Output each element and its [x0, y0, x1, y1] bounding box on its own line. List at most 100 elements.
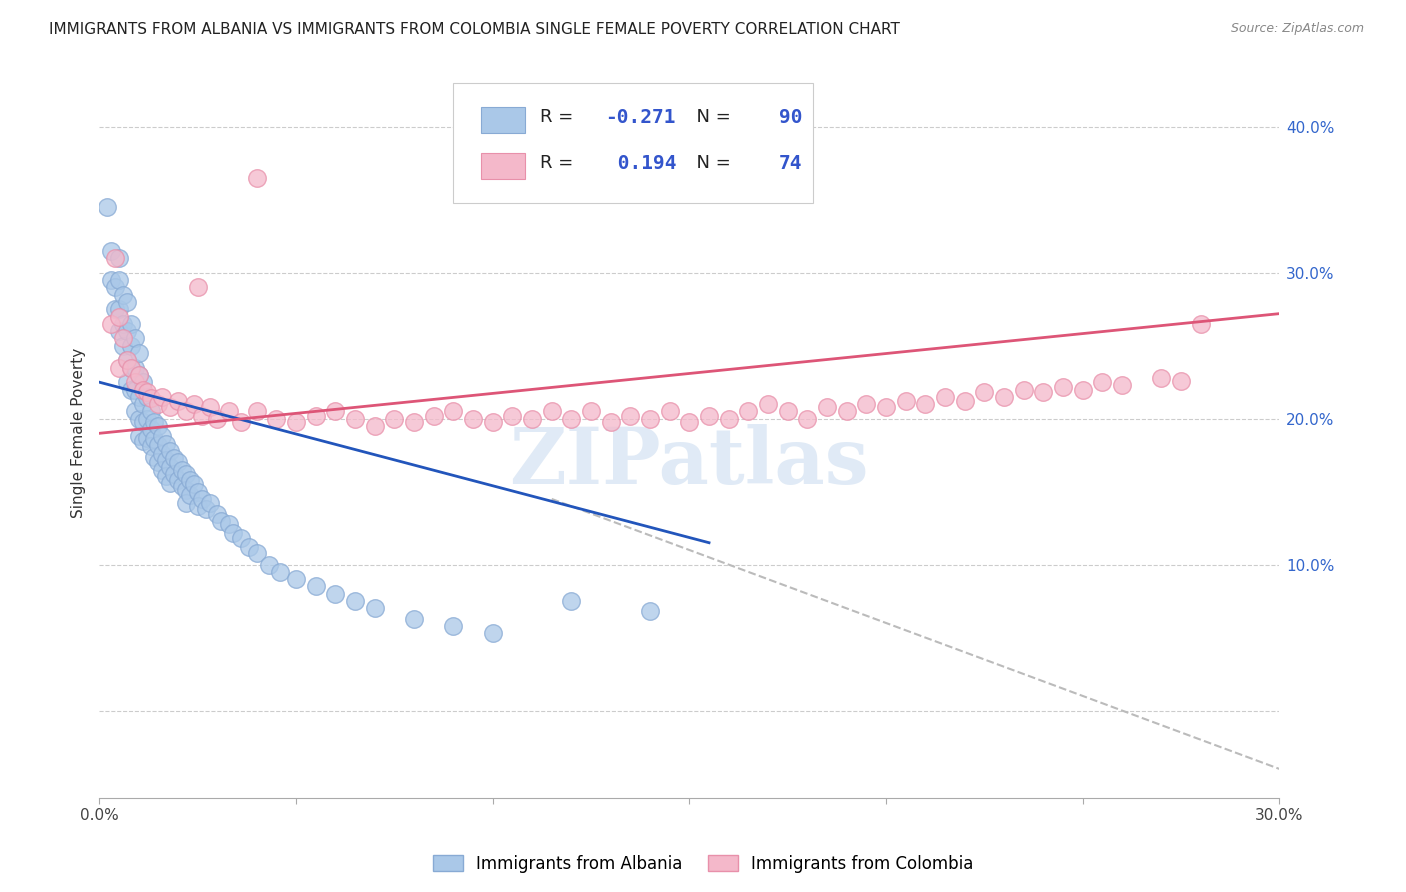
Point	[179, 473, 201, 487]
Point	[128, 411, 150, 425]
Point	[148, 397, 170, 411]
Point	[150, 390, 173, 404]
Point	[104, 251, 127, 265]
Point	[364, 601, 387, 615]
Point	[257, 558, 280, 572]
Point	[135, 390, 157, 404]
Point	[638, 411, 661, 425]
Point	[174, 483, 197, 498]
Point	[207, 507, 229, 521]
Point	[108, 273, 131, 287]
Point	[170, 479, 193, 493]
Point	[815, 400, 838, 414]
Point	[1170, 374, 1192, 388]
Point	[112, 317, 135, 331]
Point	[344, 411, 367, 425]
Point	[973, 385, 995, 400]
Point	[159, 459, 181, 474]
Point	[115, 353, 138, 368]
Point	[143, 415, 166, 429]
Point	[1150, 371, 1173, 385]
Point	[163, 451, 186, 466]
Point	[520, 411, 543, 425]
Point	[148, 438, 170, 452]
Point	[170, 463, 193, 477]
Point	[159, 400, 181, 414]
Point	[159, 475, 181, 490]
Point	[678, 415, 700, 429]
Point	[174, 496, 197, 510]
Point	[207, 411, 229, 425]
Point	[285, 572, 308, 586]
Point	[190, 409, 212, 423]
Point	[124, 360, 146, 375]
Point	[305, 409, 328, 423]
Point	[167, 455, 190, 469]
Point	[100, 244, 122, 258]
Point	[183, 397, 205, 411]
Point	[139, 391, 162, 405]
Point	[222, 525, 245, 540]
Point	[155, 436, 177, 450]
Point	[1052, 379, 1074, 393]
Point	[124, 404, 146, 418]
FancyBboxPatch shape	[481, 153, 526, 178]
Point	[112, 339, 135, 353]
Text: 90: 90	[779, 108, 803, 127]
Point	[325, 587, 347, 601]
Point	[560, 411, 582, 425]
Text: N =: N =	[685, 109, 737, 127]
Point	[96, 200, 118, 214]
Point	[150, 463, 173, 477]
Point	[218, 404, 240, 418]
Point	[269, 565, 291, 579]
Point	[120, 317, 142, 331]
Point	[404, 415, 426, 429]
Point	[148, 455, 170, 469]
Point	[737, 404, 759, 418]
Point	[112, 287, 135, 301]
Point	[115, 295, 138, 310]
Point	[875, 400, 897, 414]
Point	[100, 317, 122, 331]
Point	[150, 429, 173, 443]
Point	[914, 397, 936, 411]
Point	[124, 331, 146, 345]
Point	[855, 397, 877, 411]
Point	[108, 302, 131, 317]
Point	[128, 429, 150, 443]
Point	[174, 404, 197, 418]
Point	[159, 443, 181, 458]
Point	[190, 491, 212, 506]
Point	[163, 467, 186, 482]
Point	[934, 390, 956, 404]
Point	[229, 415, 252, 429]
Point	[143, 450, 166, 464]
Point	[218, 516, 240, 531]
Point	[139, 439, 162, 453]
Point	[120, 383, 142, 397]
Point	[1071, 383, 1094, 397]
Point	[148, 419, 170, 434]
Point	[139, 404, 162, 418]
Point	[441, 404, 464, 418]
Point	[796, 411, 818, 425]
Point	[560, 594, 582, 608]
Text: Source: ZipAtlas.com: Source: ZipAtlas.com	[1230, 22, 1364, 36]
Point	[104, 302, 127, 317]
Point	[835, 404, 858, 418]
Point	[120, 339, 142, 353]
Point	[135, 411, 157, 425]
Point	[187, 484, 209, 499]
Point	[115, 376, 138, 390]
Point	[155, 468, 177, 483]
Point	[953, 394, 976, 409]
Point	[100, 273, 122, 287]
Point	[697, 409, 720, 423]
Point	[501, 409, 523, 423]
Point	[894, 394, 917, 409]
Point	[128, 368, 150, 382]
Point	[364, 419, 387, 434]
Point	[120, 360, 142, 375]
Point	[229, 532, 252, 546]
